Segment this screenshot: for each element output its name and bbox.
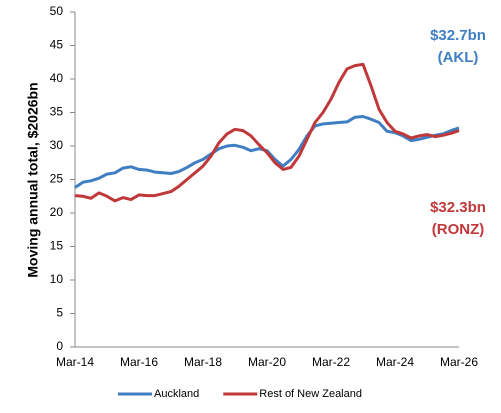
y-tick-label: 0 (56, 339, 63, 353)
y-tick-label: 30 (50, 138, 64, 152)
x-tick-label: Mar-20 (248, 355, 286, 369)
annotation: $32.3bn (430, 199, 486, 216)
y-tick-label: 20 (50, 205, 64, 219)
y-tick-label: 10 (50, 272, 64, 286)
line-series (74, 62, 460, 203)
annotation: (RONZ) (432, 221, 485, 238)
y-tick-label: 45 (50, 38, 64, 52)
y-tick-label: 25 (50, 172, 64, 186)
y-axis-label: Moving annual total, $2026bn (25, 82, 41, 277)
y-tick-label: 35 (50, 105, 64, 119)
annotation: (AKL) (438, 49, 479, 66)
y-tick-label: 15 (50, 239, 64, 253)
x-tick-label: Mar-14 (56, 355, 94, 369)
x-tick-label: Mar-26 (440, 355, 478, 369)
x-tick-label: Mar-18 (184, 355, 222, 369)
y-tick-label: 40 (50, 71, 64, 85)
x-tick-label: Mar-22 (312, 355, 350, 369)
annotation: $32.7bn (430, 27, 486, 44)
y-tick-label: 5 (56, 306, 63, 320)
x-tick-label: Mar-16 (120, 355, 158, 369)
x-tick-label: Mar-24 (376, 355, 414, 369)
legend-label: Rest of New Zealand (259, 388, 362, 400)
legend-label: Auckland (154, 388, 199, 400)
y-tick-label: 50 (50, 4, 64, 18)
